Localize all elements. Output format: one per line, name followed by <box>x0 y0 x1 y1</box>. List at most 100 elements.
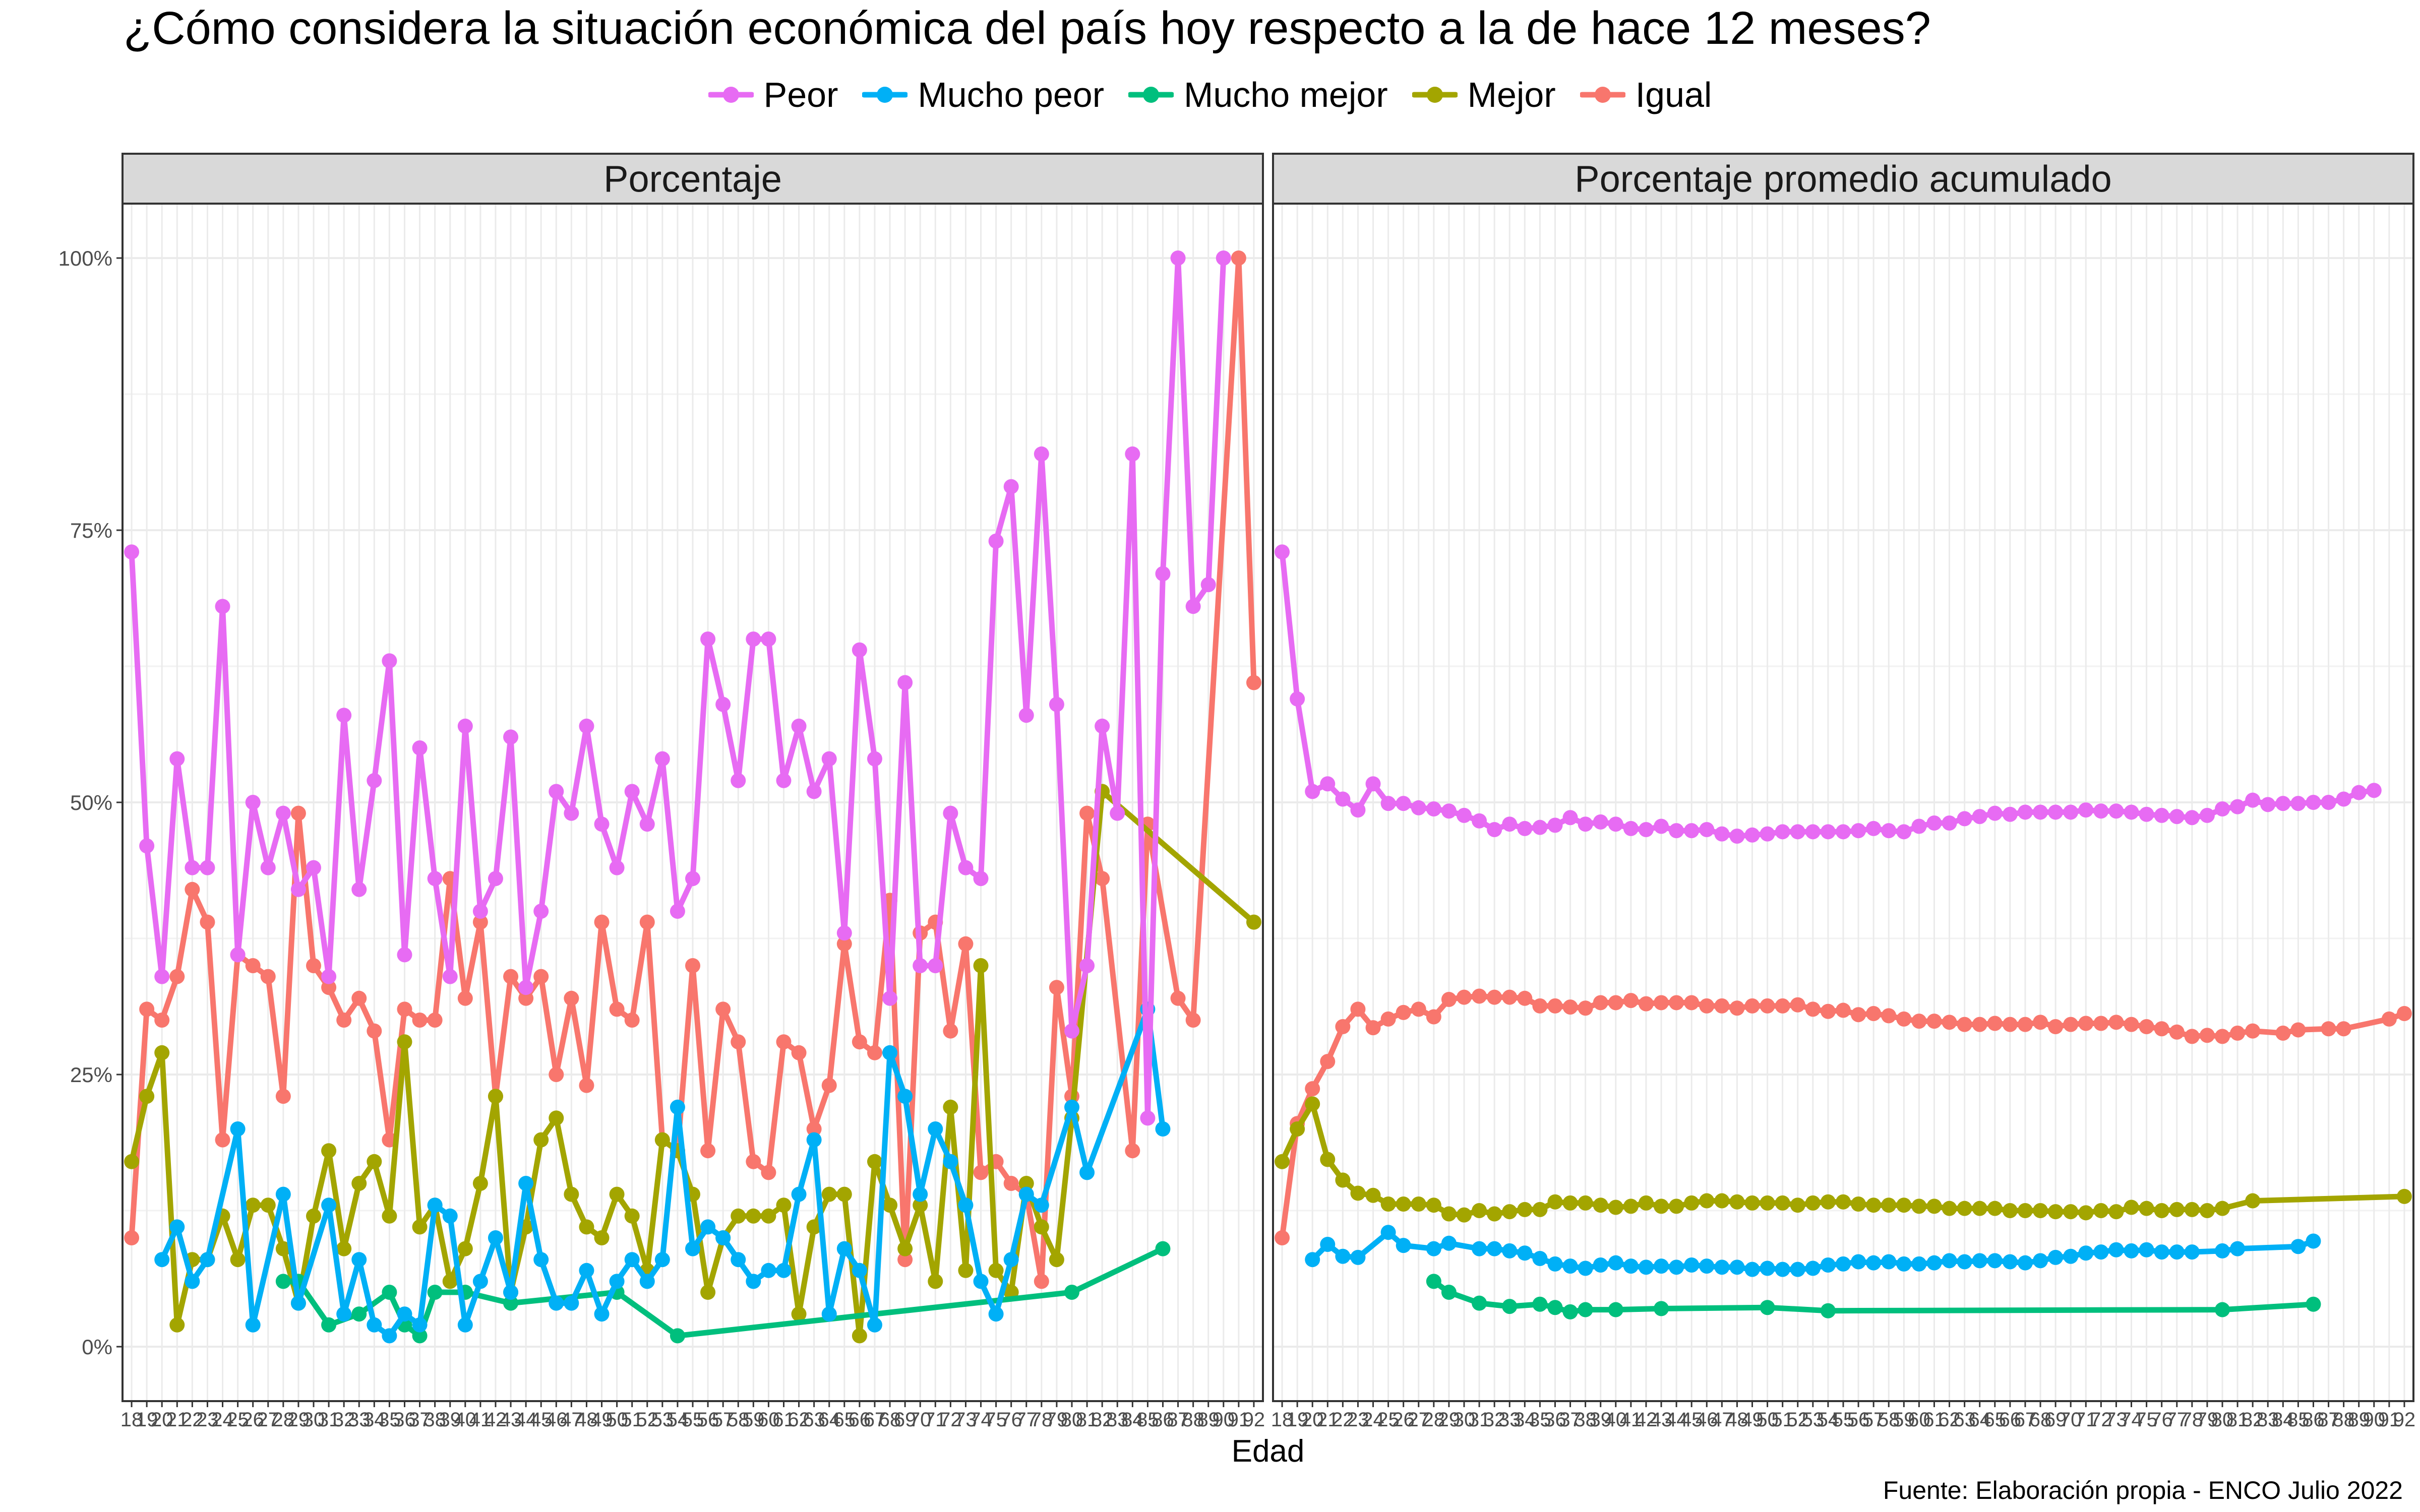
data-point-mucho-peor <box>533 1252 549 1268</box>
data-point-peor <box>2351 785 2367 800</box>
data-point-igual <box>1942 1015 1957 1030</box>
data-point-mucho-peor <box>1320 1236 1336 1252</box>
data-point-mejor <box>2048 1204 2064 1220</box>
x-tick-label: 71 <box>924 1409 947 1431</box>
data-point-peor <box>230 947 246 963</box>
data-point-mejor <box>1820 1194 1836 1210</box>
data-point-peor <box>1380 796 1396 811</box>
data-point-mejor <box>1699 1193 1715 1209</box>
data-point-mejor <box>1896 1198 1912 1213</box>
data-point-mucho-peor <box>1018 1186 1034 1202</box>
x-tick-label: 56 <box>697 1409 719 1431</box>
x-tick-label: 25 <box>1377 1409 1400 1431</box>
data-point-igual <box>594 914 610 930</box>
data-point-mucho-peor <box>2169 1244 2185 1260</box>
data-point-mejor <box>1487 1206 1502 1222</box>
data-point-igual <box>2275 1025 2291 1041</box>
data-point-mucho-peor <box>1517 1245 1533 1261</box>
legend-key-igual <box>1580 87 1625 103</box>
data-point-peor <box>2154 807 2169 823</box>
data-point-mucho-peor <box>2124 1243 2139 1258</box>
data-point-mucho-peor <box>549 1295 564 1311</box>
data-point-mejor <box>321 1143 337 1159</box>
data-point-peor <box>2184 810 2200 826</box>
data-point-peor <box>1335 791 1351 807</box>
data-point-mejor <box>1926 1199 1942 1214</box>
data-point-peor <box>943 805 958 821</box>
data-point-peor <box>1896 824 1912 840</box>
data-point-peor <box>382 653 397 669</box>
x-tick-label: 23 <box>196 1409 219 1431</box>
x-tick-label: 20 <box>1301 1409 1324 1431</box>
data-point-mucho-peor <box>1426 1241 1441 1256</box>
x-tick-label: 80 <box>1061 1409 1083 1431</box>
data-point-peor <box>1049 697 1064 712</box>
data-point-mucho-peor <box>867 1317 882 1333</box>
x-tick-label: 19 <box>136 1409 158 1431</box>
data-point-mucho-peor <box>2230 1241 2246 1256</box>
data-point-peor <box>1350 802 1366 818</box>
data-point-mucho-mejor <box>503 1295 519 1311</box>
data-point-peor <box>2063 804 2079 820</box>
x-tick-label: 53 <box>651 1409 674 1431</box>
data-point-peor <box>1290 691 1305 707</box>
data-point-mucho-peor <box>2017 1255 2033 1271</box>
data-point-mucho-peor <box>1350 1249 1366 1265</box>
data-point-peor <box>1699 822 1715 837</box>
data-point-igual <box>2063 1017 2079 1032</box>
data-point-peor <box>1110 805 1125 821</box>
x-tick-label: 92 <box>1243 1409 1265 1431</box>
data-point-mucho-peor <box>1487 1241 1502 1256</box>
data-point-peor <box>2108 803 2124 819</box>
x-tick-label: 32 <box>333 1409 355 1431</box>
data-point-peor <box>533 904 549 919</box>
data-point-igual <box>503 969 519 984</box>
x-tick-label: 44 <box>515 1409 537 1431</box>
x-tick-label: 31 <box>318 1409 340 1431</box>
data-point-peor <box>2260 797 2276 812</box>
data-point-peor <box>367 773 382 788</box>
x-tick-label: 45 <box>1680 1409 1703 1431</box>
data-point-igual <box>2048 1019 2064 1034</box>
x-tick-label: 82 <box>1091 1409 1114 1431</box>
data-point-mucho-peor <box>1623 1258 1639 1274</box>
data-point-mejor <box>791 1306 807 1322</box>
x-tick-label: 78 <box>1031 1409 1053 1431</box>
x-tick-label: 79 <box>2196 1409 2219 1431</box>
x-tick-label: 35 <box>378 1409 401 1431</box>
data-point-mucho-peor <box>2093 1244 2109 1260</box>
data-point-peor <box>1064 1023 1079 1039</box>
data-point-mucho-peor <box>1684 1257 1700 1273</box>
data-point-mucho-mejor <box>1472 1295 1487 1311</box>
data-point-mejor <box>776 1198 792 1213</box>
data-point-igual <box>609 1001 625 1017</box>
y-tick-label: 50% <box>70 791 112 814</box>
data-point-peor <box>1820 824 1836 840</box>
data-point-igual <box>1246 675 1261 690</box>
data-point-mucho-mejor <box>275 1274 291 1289</box>
x-tick-label: 21 <box>1316 1409 1339 1431</box>
data-point-igual <box>275 1089 291 1104</box>
data-point-igual <box>1911 1014 1927 1029</box>
data-point-igual <box>1957 1017 1972 1032</box>
data-point-mejor <box>1472 1203 1487 1218</box>
x-tick-label: 30 <box>302 1409 325 1431</box>
data-point-peor <box>1155 566 1171 582</box>
data-point-mejor <box>2245 1193 2261 1209</box>
x-tick-label: 50 <box>606 1409 628 1431</box>
data-point-mucho-peor <box>1562 1258 1578 1274</box>
data-point-peor <box>503 729 519 745</box>
data-point-peor <box>1396 796 1411 811</box>
data-point-mejor <box>564 1186 579 1202</box>
x-tick-label: 38 <box>1574 1409 1597 1431</box>
data-point-mucho-peor <box>1034 1198 1049 1213</box>
data-point-mejor <box>2214 1201 2230 1216</box>
data-point-peor <box>124 544 140 560</box>
x-tick-label: 18 <box>120 1409 143 1431</box>
x-tick-label: 38 <box>424 1409 446 1431</box>
data-point-mejor <box>1638 1195 1654 1211</box>
data-point-peor <box>564 805 579 821</box>
data-point-peor <box>1654 818 1669 834</box>
data-point-mucho-peor <box>2290 1239 2306 1254</box>
data-point-peor <box>1638 822 1654 837</box>
